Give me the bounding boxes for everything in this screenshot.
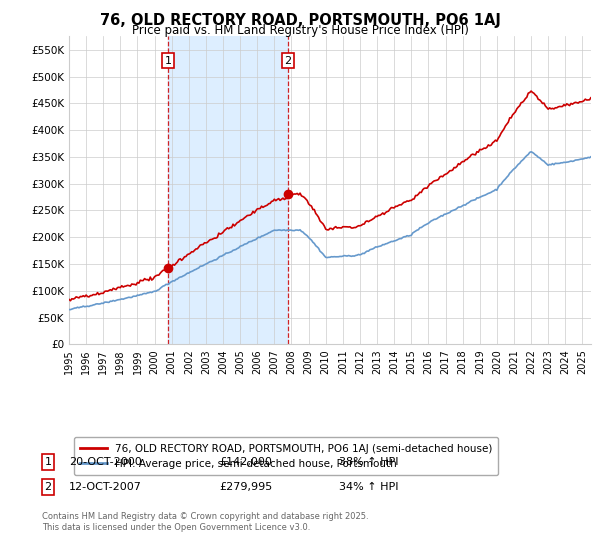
Text: £142,000: £142,000	[219, 457, 272, 467]
Text: 12-OCT-2007: 12-OCT-2007	[69, 482, 142, 492]
Bar	[168, 36, 288, 344]
Text: 38% ↑ HPI: 38% ↑ HPI	[339, 457, 398, 467]
Text: 76, OLD RECTORY ROAD, PORTSMOUTH, PO6 1AJ: 76, OLD RECTORY ROAD, PORTSMOUTH, PO6 1A…	[100, 13, 500, 28]
Text: £279,995: £279,995	[219, 482, 272, 492]
Text: 20-OCT-2000: 20-OCT-2000	[69, 457, 142, 467]
Legend: 76, OLD RECTORY ROAD, PORTSMOUTH, PO6 1AJ (semi-detached house), HPI: Average pr: 76, OLD RECTORY ROAD, PORTSMOUTH, PO6 1A…	[74, 437, 499, 475]
Text: 2: 2	[44, 482, 52, 492]
Text: 34% ↑ HPI: 34% ↑ HPI	[339, 482, 398, 492]
Text: 2: 2	[284, 55, 292, 66]
Text: Contains HM Land Registry data © Crown copyright and database right 2025.
This d: Contains HM Land Registry data © Crown c…	[42, 512, 368, 532]
Text: Price paid vs. HM Land Registry's House Price Index (HPI): Price paid vs. HM Land Registry's House …	[131, 24, 469, 37]
Text: 1: 1	[44, 457, 52, 467]
Text: 1: 1	[164, 55, 172, 66]
